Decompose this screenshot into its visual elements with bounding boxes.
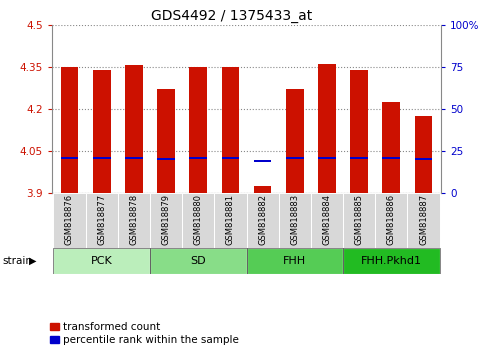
Text: GSM818879: GSM818879 <box>162 194 171 245</box>
Text: GSM818876: GSM818876 <box>65 194 74 245</box>
Bar <box>351 157 368 159</box>
Bar <box>125 157 142 159</box>
Bar <box>125 65 142 193</box>
Text: FHH.Pkhd1: FHH.Pkhd1 <box>361 256 422 266</box>
Text: GSM818882: GSM818882 <box>258 194 267 245</box>
Bar <box>61 67 78 193</box>
Bar <box>246 248 343 274</box>
Bar <box>318 64 336 193</box>
Bar <box>214 193 246 248</box>
Bar <box>407 193 440 248</box>
Bar <box>311 193 343 248</box>
Bar <box>118 193 150 248</box>
Bar <box>375 193 407 248</box>
Bar <box>279 193 311 248</box>
Bar <box>246 193 279 248</box>
Bar <box>189 67 207 193</box>
Text: GSM818884: GSM818884 <box>322 194 331 245</box>
Text: GSM818878: GSM818878 <box>129 194 139 245</box>
Text: PCK: PCK <box>91 256 112 266</box>
Bar <box>343 248 440 274</box>
Bar <box>150 248 246 274</box>
Bar <box>318 157 336 159</box>
Bar <box>383 157 400 159</box>
Text: GSM818877: GSM818877 <box>97 194 106 245</box>
Bar <box>189 157 207 159</box>
Bar <box>61 157 78 159</box>
Bar <box>254 160 272 162</box>
Bar <box>221 67 239 193</box>
Bar <box>286 157 304 159</box>
Bar <box>182 193 214 248</box>
Text: GSM818886: GSM818886 <box>387 194 396 245</box>
Bar <box>93 157 110 159</box>
Bar <box>150 248 246 274</box>
Bar <box>221 157 239 159</box>
Bar <box>93 70 110 193</box>
Bar <box>286 89 304 193</box>
Bar <box>343 248 440 274</box>
Text: SD: SD <box>190 256 206 266</box>
Text: GDS4492 / 1375433_at: GDS4492 / 1375433_at <box>151 9 313 23</box>
Bar <box>343 193 375 248</box>
Bar <box>351 70 368 193</box>
Bar <box>246 248 343 274</box>
Text: GSM818881: GSM818881 <box>226 194 235 245</box>
Bar <box>150 193 182 248</box>
Bar <box>415 116 432 193</box>
Text: GSM818885: GSM818885 <box>354 194 364 245</box>
Bar <box>415 158 432 160</box>
Text: GSM818887: GSM818887 <box>419 194 428 245</box>
Bar <box>157 89 175 193</box>
Bar <box>383 102 400 193</box>
Legend: transformed count, percentile rank within the sample: transformed count, percentile rank withi… <box>50 322 239 345</box>
Text: GSM818880: GSM818880 <box>194 194 203 245</box>
Text: FHH: FHH <box>283 256 306 266</box>
Bar <box>157 158 175 160</box>
Bar <box>53 248 150 274</box>
Bar <box>86 193 118 248</box>
Bar <box>254 186 272 193</box>
Text: GSM818883: GSM818883 <box>290 194 299 245</box>
Text: ▶: ▶ <box>29 256 36 266</box>
Text: strain: strain <box>2 256 33 266</box>
Bar <box>53 248 150 274</box>
Bar <box>53 193 86 248</box>
